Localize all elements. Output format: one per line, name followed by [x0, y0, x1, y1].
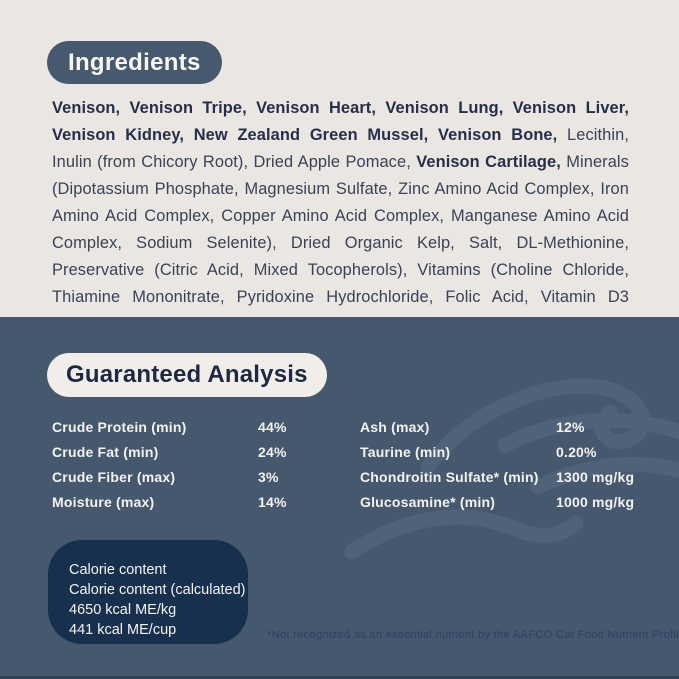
- row-label: Glucosamine* (min): [360, 494, 496, 510]
- guaranteed-analysis-header-label: Guaranteed Analysis: [66, 361, 308, 388]
- ingredients-header-label: Ingredients: [68, 48, 201, 76]
- row-value: 3%: [258, 469, 279, 485]
- row-value: 24%: [258, 444, 287, 460]
- row-value: 1300 mg/kg: [556, 469, 635, 485]
- guaranteed-analysis-section: Guaranteed Analysis Crude Protein (min) …: [0, 317, 679, 679]
- row-label: Ash (max): [360, 419, 430, 435]
- table-row: Ash (max) 12%: [360, 415, 670, 440]
- row-value: 0.20%: [556, 444, 597, 460]
- ingredients-regular-2: Minerals (Dipotassium Phosphate, Magnesi…: [52, 153, 629, 333]
- ingredients-regular-1: Lecithin, Inulin (from Chicory Root), Dr…: [52, 126, 629, 171]
- row-value: 12%: [556, 419, 585, 435]
- ingredients-bold-cartilage: Venison Cartilage,: [416, 153, 561, 171]
- table-row: Crude Fiber (max) 3%: [52, 465, 352, 490]
- row-value: 1000 mg/kg: [556, 494, 635, 510]
- analysis-table-left: Crude Protein (min) 44% Crude Fat (min) …: [52, 415, 352, 515]
- row-value: 14%: [258, 494, 287, 510]
- table-row: Taurine (min) 0.20%: [360, 440, 670, 465]
- analysis-table-right: Ash (max) 12% Taurine (min) 0.20% Chondr…: [360, 415, 670, 515]
- table-row: Crude Protein (min) 44%: [52, 415, 352, 440]
- row-label: Crude Protein (min): [52, 419, 187, 435]
- row-label: Crude Fiber (max): [52, 469, 176, 485]
- wave-swirl-decoration: [344, 378, 679, 560]
- row-label: Chondroitin Sulfate* (min): [360, 469, 539, 485]
- table-row: Moisture (max) 14%: [52, 490, 352, 515]
- calorie-content-card: Calorie content Calorie content (calcula…: [48, 540, 248, 644]
- calorie-title-line: Calorie content: [69, 562, 167, 578]
- aafco-footnote: *Not recognized as an essential nutrient…: [267, 629, 679, 641]
- ingredients-bold-meats: Venison, Venison Tripe, Venison Heart, V…: [52, 99, 629, 144]
- row-label: Taurine (min): [360, 444, 451, 460]
- row-label: Moisture (max): [52, 494, 155, 510]
- ingredients-header-pill: Ingredients: [47, 41, 222, 84]
- row-value: 44%: [258, 419, 287, 435]
- table-row: Crude Fat (min) 24%: [52, 440, 352, 465]
- ingredients-section: Ingredients Venison, Venison Tripe, Veni…: [0, 0, 679, 333]
- table-row: Glucosamine* (min) 1000 mg/kg: [360, 490, 670, 515]
- guaranteed-analysis-header-pill: Guaranteed Analysis: [47, 353, 327, 397]
- calorie-value-kg: 4650 kcal ME/kg: [69, 602, 177, 618]
- calorie-title-line-calculated: Calorie content (calculated): [69, 582, 246, 598]
- row-label: Crude Fat (min): [52, 444, 159, 460]
- ingredients-paragraph: Venison, Venison Tripe, Venison Heart, V…: [52, 95, 629, 338]
- calorie-value-cup: 441 kcal ME/cup: [69, 622, 177, 638]
- table-row: Chondroitin Sulfate* (min) 1300 mg/kg: [360, 465, 670, 490]
